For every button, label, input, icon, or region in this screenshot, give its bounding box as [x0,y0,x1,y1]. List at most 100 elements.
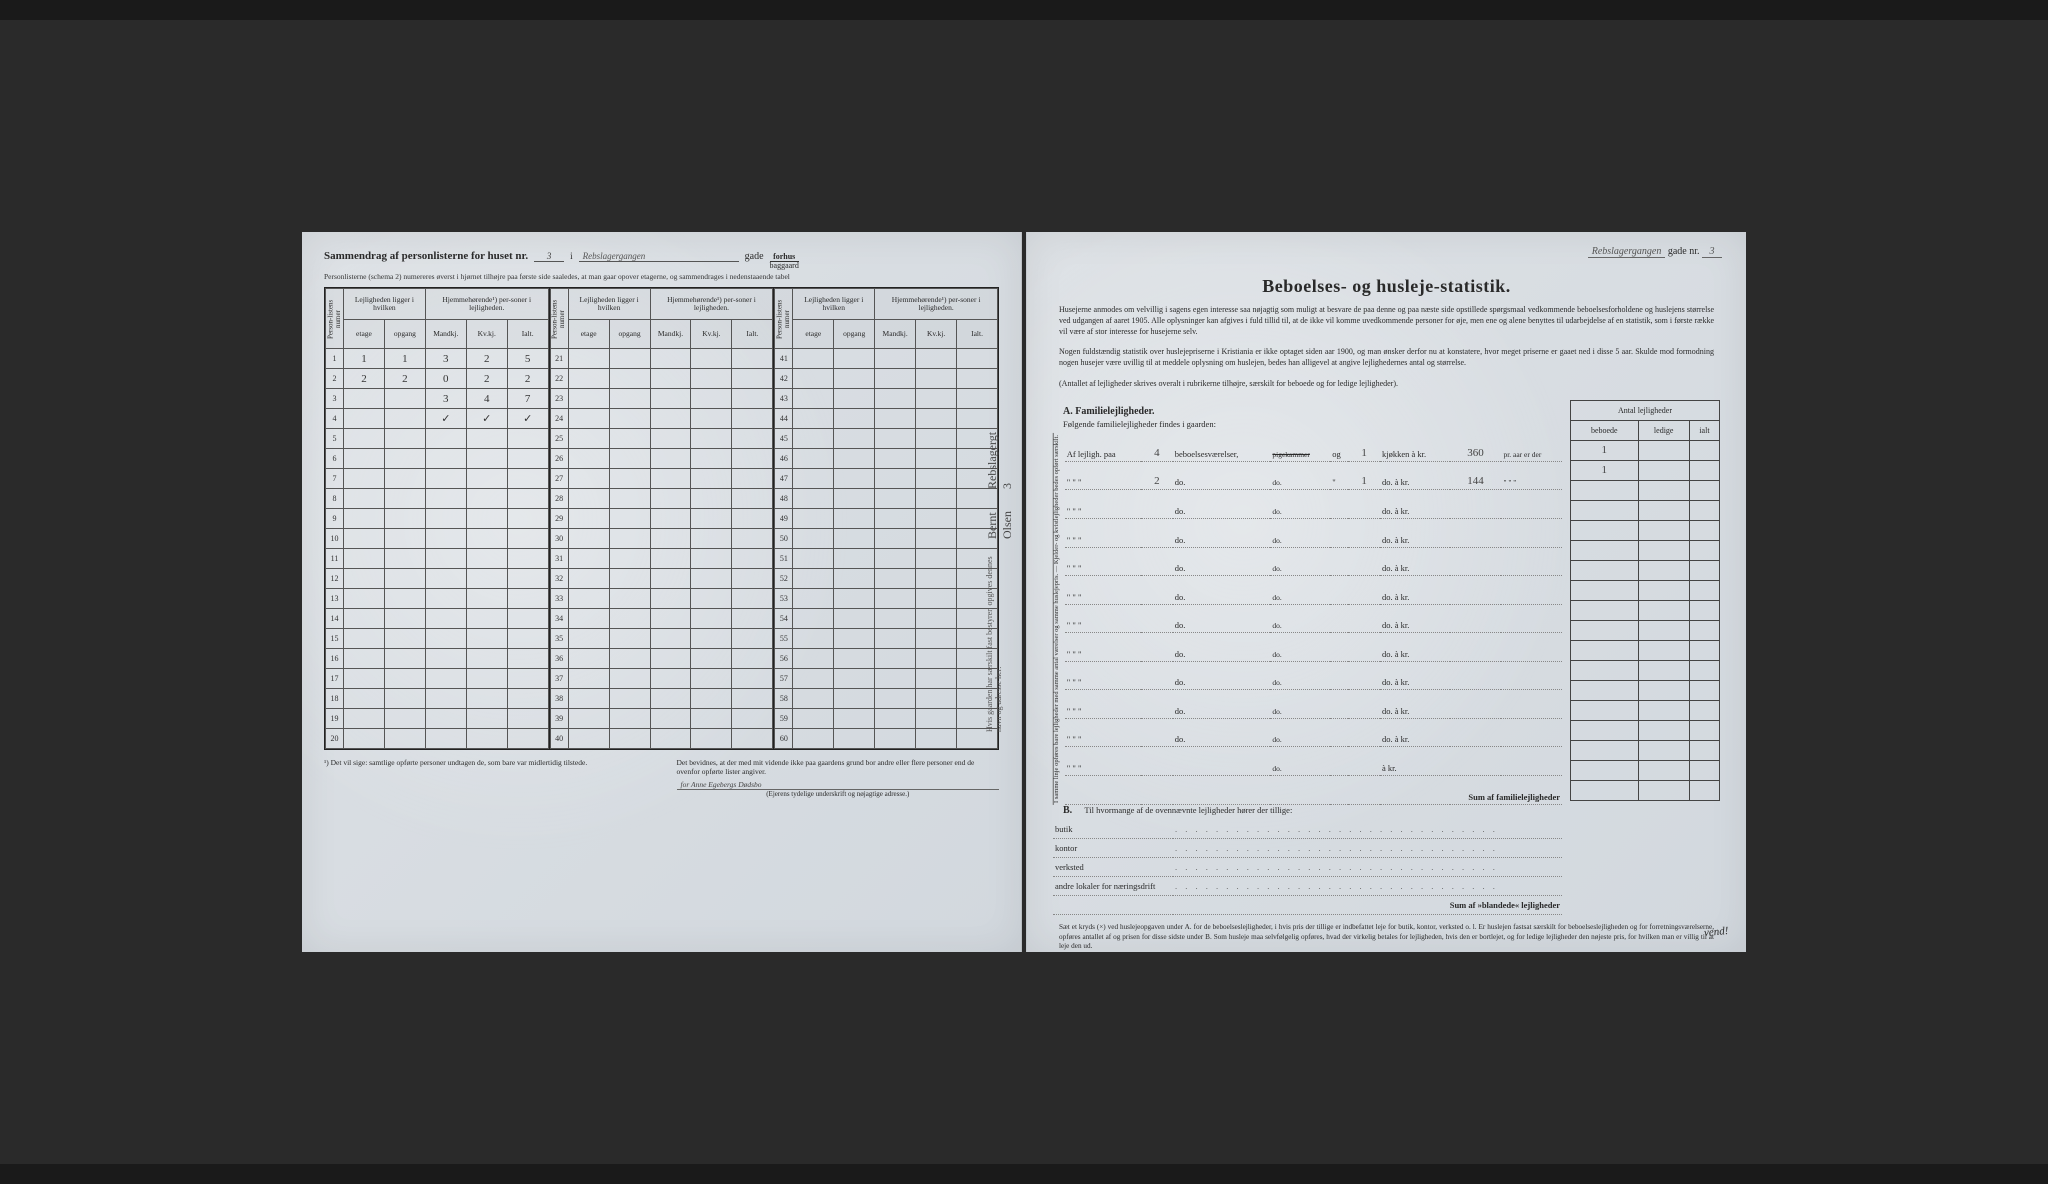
table-row: 54 [775,609,998,629]
table-row: 50 [775,529,998,549]
left-footnotes: ¹) Det vil sige: samtlige opførte person… [324,758,999,798]
family-row: Af lejligh. paa 4 beboelsesværelser, pig… [1065,433,1562,462]
section-a-label: A. Familielejligheder. [1063,406,1562,417]
intro-1: Husejerne anmodes om velvillig i sagens … [1059,305,1714,337]
vend-label: vend! [1703,925,1728,939]
table-row: 59 [775,709,998,729]
antal-table: Antal lejlighederbeboedeledigeialt11 [1570,400,1720,801]
table-row: 28 [550,489,773,509]
right-page: Rebslagergangen gade nr. 3 Beboelses- og… [1026,232,1746,952]
table-row: 35 [550,629,773,649]
table-row: 42 [775,369,998,389]
antal-row [1571,500,1720,520]
table-row: 27 [550,469,773,489]
table-row: 33 [550,589,773,609]
antal-row [1571,560,1720,580]
forhus-baggaard: forhus baggaard [770,253,799,270]
b-text: Til hvormange af de ovennævnte lejlighed… [1084,805,1292,815]
table-row: 26 [550,449,773,469]
antal-block: Antal lejlighederbeboedeledigeialt11 [1570,400,1720,915]
table-row: 14 [326,609,549,629]
table-row: 30 [550,529,773,549]
street-name: Rebslagergangen [579,251,739,262]
table-row: 25 [550,429,773,449]
table-row: 36 [550,649,773,669]
antal-row [1571,480,1720,500]
table-row: 55 [775,629,998,649]
table-row: 45 [775,429,998,449]
table-row: 44 [775,409,998,429]
brace-text: I samme linje opføres bare lejligheder m… [1053,433,1065,805]
table-row: 48 [775,489,998,509]
table-row: 58 [775,689,998,709]
tillige-row: verksted. . . . . . . . . . . . . . . . … [1053,858,1562,877]
family-row: " " " do. do. do. à kr. [1065,718,1562,747]
table-row: 49 [775,509,998,529]
family-block: A. Familielejligheder. Følgende familiel… [1053,400,1562,915]
table-row: 39 [550,709,773,729]
family-row: " " " do. do. do. à kr. [1065,633,1562,662]
table-row: 23 [550,389,773,409]
family-table: Af lejligh. paa 4 beboelsesværelser, pig… [1065,433,1562,805]
signature-note: (Ejerens tydelige underskrift og nøjagti… [677,790,1000,798]
intro-3: (Antallet af lejligheder skrives overalt… [1059,379,1714,390]
antal-row [1571,620,1720,640]
antal-row: 1 [1571,460,1720,480]
left-title: Sammendrag af personlisterne for huset n… [324,250,528,262]
house-number: 3 [534,251,564,262]
a-instr: Følgende familielejligheder findes i gaa… [1063,419,1552,429]
table-row: 31 [550,549,773,569]
table-row: 51 [775,549,998,569]
table-row: 10 [326,529,549,549]
table-row: 46 [775,449,998,469]
table-row: 47 [775,469,998,489]
signature: for Anne Egebergs Dødsbo [677,780,1000,790]
table-row: 56 [775,649,998,669]
table-row: 41 [775,349,998,369]
table-row: 13 [326,589,549,609]
table-row: 43 [775,389,998,409]
family-row: " " " do. do. do. à kr. [1065,547,1562,576]
family-row: " " " do. do. do. à kr. [1065,576,1562,605]
footer-note: Sæt et kryds (×) ved huslejeopgaven unde… [1059,923,1714,951]
family-row: " " " do. do. do. à kr. [1065,490,1562,519]
gade-label: gade [745,251,764,262]
table-row: 21 [550,349,773,369]
table-row: 8 [326,489,549,509]
table-row: 24 [550,409,773,429]
table-row: 60 [775,729,998,749]
family-row: " " " do. do. do. à kr. [1065,661,1562,690]
antal-row [1571,640,1720,660]
table-row: 12 [326,569,549,589]
antal-row [1571,660,1720,680]
section-b-label: B. [1063,805,1072,816]
antal-row [1571,540,1720,560]
table-row: 5 [326,429,549,449]
tillige-row: butik. . . . . . . . . . . . . . . . . .… [1053,820,1562,839]
footnote-2: Det bevidnes, at der med mit vidende ikk… [677,758,1000,798]
table-row: 6 [326,449,549,469]
table-row: 53 [775,589,998,609]
antal-row: 1 [1571,440,1720,460]
table-row: 16 [326,649,549,669]
table-row: 37 [550,669,773,689]
antal-row [1571,520,1720,540]
left-page: Sammendrag af personlisterne for huset n… [302,232,1022,952]
right-body: A. Familielejligheder. Følgende familiel… [1053,400,1720,915]
table-row: 52 [775,569,998,589]
family-row: " " " do. à kr. [1065,747,1562,776]
tillige-row: kontor. . . . . . . . . . . . . . . . . … [1053,839,1562,858]
left-subnote: Personlisterne (schema 2) numereres øver… [324,272,999,281]
table-row: 57 [775,669,998,689]
family-row: " " " 2 do. do. " 1 do. à kr. 144 " " " [1065,461,1562,490]
family-row: " " " do. do. do. à kr. [1065,690,1562,719]
left-title-row: Sammendrag af personlisterne for huset n… [324,250,999,270]
table-row: 4 ✓✓✓ [326,409,549,429]
table-row: 38 [550,689,773,709]
antal-row [1571,580,1720,600]
table-row: 3 347 [326,389,549,409]
table-row: 40 [550,729,773,749]
table-row: 22 [550,369,773,389]
tillige-row: andre lokaler for næringsdrift. . . . . … [1053,877,1562,896]
intro-2: Nogen fuldstændig statistik over husleje… [1059,347,1714,369]
